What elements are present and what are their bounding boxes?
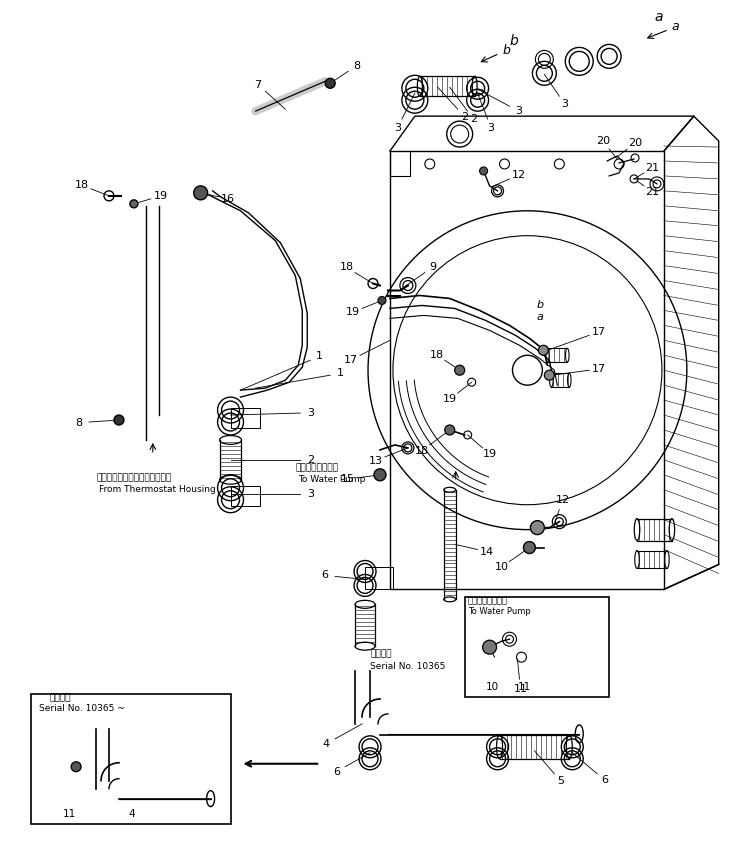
Text: 18: 18 xyxy=(430,350,444,360)
Circle shape xyxy=(480,167,487,175)
Text: 8: 8 xyxy=(76,418,83,428)
Circle shape xyxy=(194,186,207,200)
Circle shape xyxy=(483,640,496,654)
Text: サーモスタットハウジングから: サーモスタットハウジングから xyxy=(96,473,171,483)
Text: 12: 12 xyxy=(511,170,526,180)
Text: 14: 14 xyxy=(481,546,494,557)
Text: 適用号機: 適用号機 xyxy=(370,649,391,659)
Text: 1: 1 xyxy=(316,351,323,362)
Text: 18: 18 xyxy=(74,180,89,191)
Text: 15: 15 xyxy=(341,474,355,484)
Text: 20: 20 xyxy=(628,138,642,148)
Text: 7: 7 xyxy=(255,80,261,89)
Bar xyxy=(32,694,231,824)
Text: 19: 19 xyxy=(483,449,497,460)
Text: 20: 20 xyxy=(596,136,610,146)
Text: ウォータポンプへ: ウォータポンプへ xyxy=(468,597,508,606)
Text: 2: 2 xyxy=(461,111,468,122)
Text: 11: 11 xyxy=(63,808,77,819)
Text: 8: 8 xyxy=(353,60,360,71)
Text: 19: 19 xyxy=(153,191,167,201)
Text: 5: 5 xyxy=(557,776,564,786)
Text: 11: 11 xyxy=(517,682,531,692)
Text: From Thermostat Housing: From Thermostat Housing xyxy=(99,485,216,494)
Text: 18: 18 xyxy=(415,446,429,456)
Text: 21: 21 xyxy=(645,186,659,197)
Circle shape xyxy=(130,200,138,208)
Text: b: b xyxy=(509,34,518,49)
Text: 6: 6 xyxy=(321,570,329,580)
Circle shape xyxy=(544,370,554,380)
Text: 17: 17 xyxy=(592,327,605,337)
Circle shape xyxy=(71,762,81,772)
Text: 適用号機: 適用号機 xyxy=(50,694,71,702)
Text: ウォータポンプへ: ウォータポンプへ xyxy=(295,463,338,472)
Text: a: a xyxy=(536,312,543,323)
Text: 19: 19 xyxy=(345,307,360,317)
Text: a: a xyxy=(654,10,662,25)
Text: To Water Pump: To Water Pump xyxy=(298,476,366,484)
Text: 10: 10 xyxy=(494,563,508,572)
Text: 4: 4 xyxy=(323,739,330,749)
Text: 10: 10 xyxy=(486,682,499,692)
Text: 17: 17 xyxy=(344,355,358,365)
Text: 9: 9 xyxy=(430,262,436,271)
Circle shape xyxy=(374,469,386,481)
Text: 17: 17 xyxy=(592,364,606,374)
Text: To Water Pump: To Water Pump xyxy=(468,607,530,616)
Text: 18: 18 xyxy=(339,262,354,272)
Text: 21: 21 xyxy=(645,163,659,173)
Text: 6: 6 xyxy=(602,775,608,785)
Circle shape xyxy=(325,78,335,89)
Text: 4: 4 xyxy=(129,808,135,819)
Text: 6: 6 xyxy=(333,767,340,777)
Circle shape xyxy=(445,425,454,435)
Text: 3: 3 xyxy=(562,100,569,110)
Text: 3: 3 xyxy=(487,123,495,134)
Bar xyxy=(231,408,261,428)
Text: Serial No. 10365: Serial No. 10365 xyxy=(370,661,445,671)
Text: 12: 12 xyxy=(556,495,570,505)
Bar xyxy=(231,486,261,505)
Circle shape xyxy=(114,415,124,425)
Text: 13: 13 xyxy=(369,455,383,465)
Bar xyxy=(365,568,393,590)
Text: b: b xyxy=(502,44,511,57)
Circle shape xyxy=(538,346,548,355)
Text: 2: 2 xyxy=(306,455,314,465)
Text: 11: 11 xyxy=(514,684,527,694)
Circle shape xyxy=(378,296,386,305)
Text: 2: 2 xyxy=(470,114,477,124)
Text: 3: 3 xyxy=(306,408,314,418)
Circle shape xyxy=(523,541,535,553)
Text: 1: 1 xyxy=(336,368,343,379)
Text: a: a xyxy=(672,20,680,33)
Text: 3: 3 xyxy=(306,488,314,499)
Text: Serial No. 10365 ~: Serial No. 10365 ~ xyxy=(39,705,125,713)
Text: 16: 16 xyxy=(222,194,235,204)
Text: 19: 19 xyxy=(443,394,457,404)
Text: 3: 3 xyxy=(394,123,401,133)
Bar xyxy=(465,597,609,697)
Text: b: b xyxy=(536,300,544,311)
Circle shape xyxy=(454,365,465,375)
Text: 3: 3 xyxy=(514,106,522,116)
Circle shape xyxy=(530,521,544,534)
